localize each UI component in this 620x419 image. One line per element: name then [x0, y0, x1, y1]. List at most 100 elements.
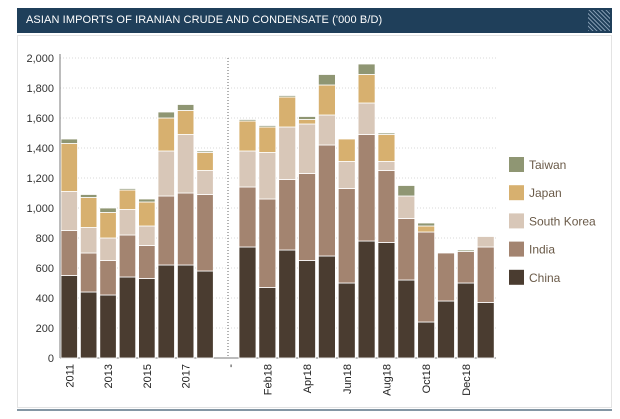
bar-segment-south-korea-jan19: [476, 236, 495, 248]
bar-segment-south-korea-jan18: [238, 150, 257, 188]
bar-segment-china-2011: [60, 275, 78, 359]
x-tick-label: 2011: [64, 364, 76, 388]
bar-segment-china-2018: [196, 270, 214, 359]
bar-segment-south-korea-may18: [317, 114, 336, 146]
stacked-bar-chart: 0 200 400 600 800 1,000 1,200 1,400 1,600 1,800 2,…: [26, 53, 596, 396]
bar-segment-india-2013: [99, 260, 117, 296]
chart-header: ASIAN IMPORTS OF IRANIAN CRUDE AND CONDE…: [17, 8, 612, 33]
bar-segment-india-dec18: [456, 251, 475, 284]
bar-segment-japan-oct18: [417, 225, 436, 233]
legend-label-south-korea: South Korea: [529, 214, 596, 228]
bar-segment-japan-jul18: [357, 74, 376, 104]
bar-segment-india-mar18: [278, 179, 297, 251]
bar-segment-china-oct18: [417, 321, 436, 359]
legend-label-china: China: [529, 271, 561, 285]
bar-segment-japan-jun18: [337, 138, 356, 162]
legend-swatch-south-korea: [509, 213, 524, 229]
bar-segment-china-2013: [99, 294, 117, 359]
legend-label-japan: Japan: [529, 186, 562, 200]
bar-segment-south-korea-jun18: [337, 161, 356, 189]
bar-segment-china-may18: [317, 255, 336, 359]
bar-segment-china-nov18: [437, 300, 455, 359]
y-tick-label: 600: [36, 263, 54, 275]
bar-segment-china-mar18: [278, 249, 297, 359]
bar-segment-taiwan-2014: [118, 188, 137, 191]
bar-segment-taiwan-aug18: [377, 132, 396, 135]
y-tick-label: 1,000: [26, 203, 54, 215]
bar-segment-india-apr18: [298, 173, 316, 261]
bar-segment-taiwan-jul18: [357, 63, 376, 75]
y-tick-label: 800: [36, 233, 54, 245]
bar-segment-japan-aug18: [377, 134, 396, 162]
bar-segment-taiwan-sep18: [397, 185, 416, 197]
bar-segment-china-dec18: [456, 282, 475, 359]
bar-segment-india-aug18: [377, 170, 396, 243]
bar-segment-taiwan-oct18: [417, 222, 436, 227]
bar-segment-india-2011: [60, 230, 78, 276]
x-tick-label: 2015: [142, 364, 154, 388]
bar-segment-japan-apr18: [298, 119, 316, 125]
bar-segment-china-2012: [80, 291, 98, 359]
bar-segment-south-korea-2017: [176, 134, 195, 194]
bar-segment-china-feb18: [258, 287, 277, 359]
bar-segment-india-feb18: [258, 198, 277, 288]
bar-segment-india-2016: [157, 195, 175, 266]
bar-segment-china-jul18: [357, 240, 376, 359]
bar-segment-japan-2018: [196, 152, 214, 171]
bar-segment-taiwan-feb18: [258, 125, 277, 128]
bar-segment-taiwan-may18: [317, 74, 336, 86]
bar-segment-japan-2013: [99, 212, 117, 239]
bar-segment-south-korea-jul18: [357, 102, 376, 135]
bar-segment-india-2012: [80, 252, 98, 293]
bar-segment-south-korea-2015: [138, 225, 156, 246]
bar-segment-south-korea-2016: [157, 150, 175, 197]
bar-segment-south-korea-feb18: [258, 152, 277, 200]
bar-segment-india-sep18: [397, 218, 416, 281]
bar-segment-japan-mar18: [278, 96, 297, 128]
bar-segment-south-korea-2014: [118, 209, 137, 236]
bar-segment-taiwan-dec18: [456, 249, 475, 252]
bar-segment-taiwan-2017: [176, 104, 195, 111]
bar-segment-south-korea-2011: [60, 191, 78, 231]
bar-segment-india-2018: [196, 194, 214, 272]
bar-segment-taiwan-2011: [60, 138, 78, 144]
chart-panel: 0 200 400 600 800 1,000 1,200 1,400 1,600 1,800 2,…: [17, 35, 612, 408]
bar-segment-japan-may18: [317, 84, 336, 116]
bar-segment-south-korea-aug18: [377, 161, 396, 171]
bar-segment-taiwan-2016: [157, 111, 175, 119]
bar-segment-south-korea-2013: [99, 237, 117, 261]
legend-swatch-china: [509, 269, 524, 285]
y-tick-label: 1,400: [26, 143, 54, 155]
legend-label-india: India: [529, 243, 555, 257]
bar-segment-india-oct18: [417, 231, 436, 323]
bar-segment-south-korea-mar18: [278, 126, 297, 180]
bar-segment-india-jul18: [357, 134, 376, 242]
x-tick-label: Apr18: [302, 364, 314, 393]
bar-segment-japan-2017: [176, 110, 195, 135]
hatch-pattern-decoration: [588, 10, 610, 31]
legend-label-taiwan: Taiwan: [529, 158, 566, 172]
bar-segment-japan-2016: [157, 117, 175, 152]
bar-segment-china-jan18: [238, 246, 257, 359]
bar-segment-south-korea-2012: [80, 227, 98, 254]
bar-segment-india-nov18: [437, 252, 455, 302]
bar-segment-taiwan-2013: [99, 207, 117, 213]
bar-segment-india-2014: [118, 234, 137, 278]
x-tick-label: Jun18: [342, 364, 354, 394]
bar-segment-china-sep18: [397, 279, 416, 359]
bar-segment-taiwan-mar18: [278, 95, 297, 98]
bar-segment-china-2017: [176, 264, 195, 359]
bar-segment-taiwan-jan18: [238, 119, 257, 122]
x-tick-label: 2017: [181, 364, 193, 388]
bar-segment-china-apr18: [298, 260, 316, 359]
bar-segment-taiwan-2012: [80, 194, 98, 198]
y-tick-label: 400: [36, 293, 54, 305]
bar-segment-japan-2015: [138, 201, 156, 227]
y-tick-label: 0: [48, 353, 54, 365]
x-tick-label: Oct18: [421, 364, 433, 393]
bar-segment-taiwan-2018: [196, 150, 214, 153]
chart-title: ASIAN IMPORTS OF IRANIAN CRUDE AND CONDE…: [26, 14, 383, 26]
bar-segment-china-jan19: [476, 302, 495, 359]
bar-segment-india-jun18: [337, 188, 356, 284]
bar-segment-india-2017: [176, 192, 195, 266]
